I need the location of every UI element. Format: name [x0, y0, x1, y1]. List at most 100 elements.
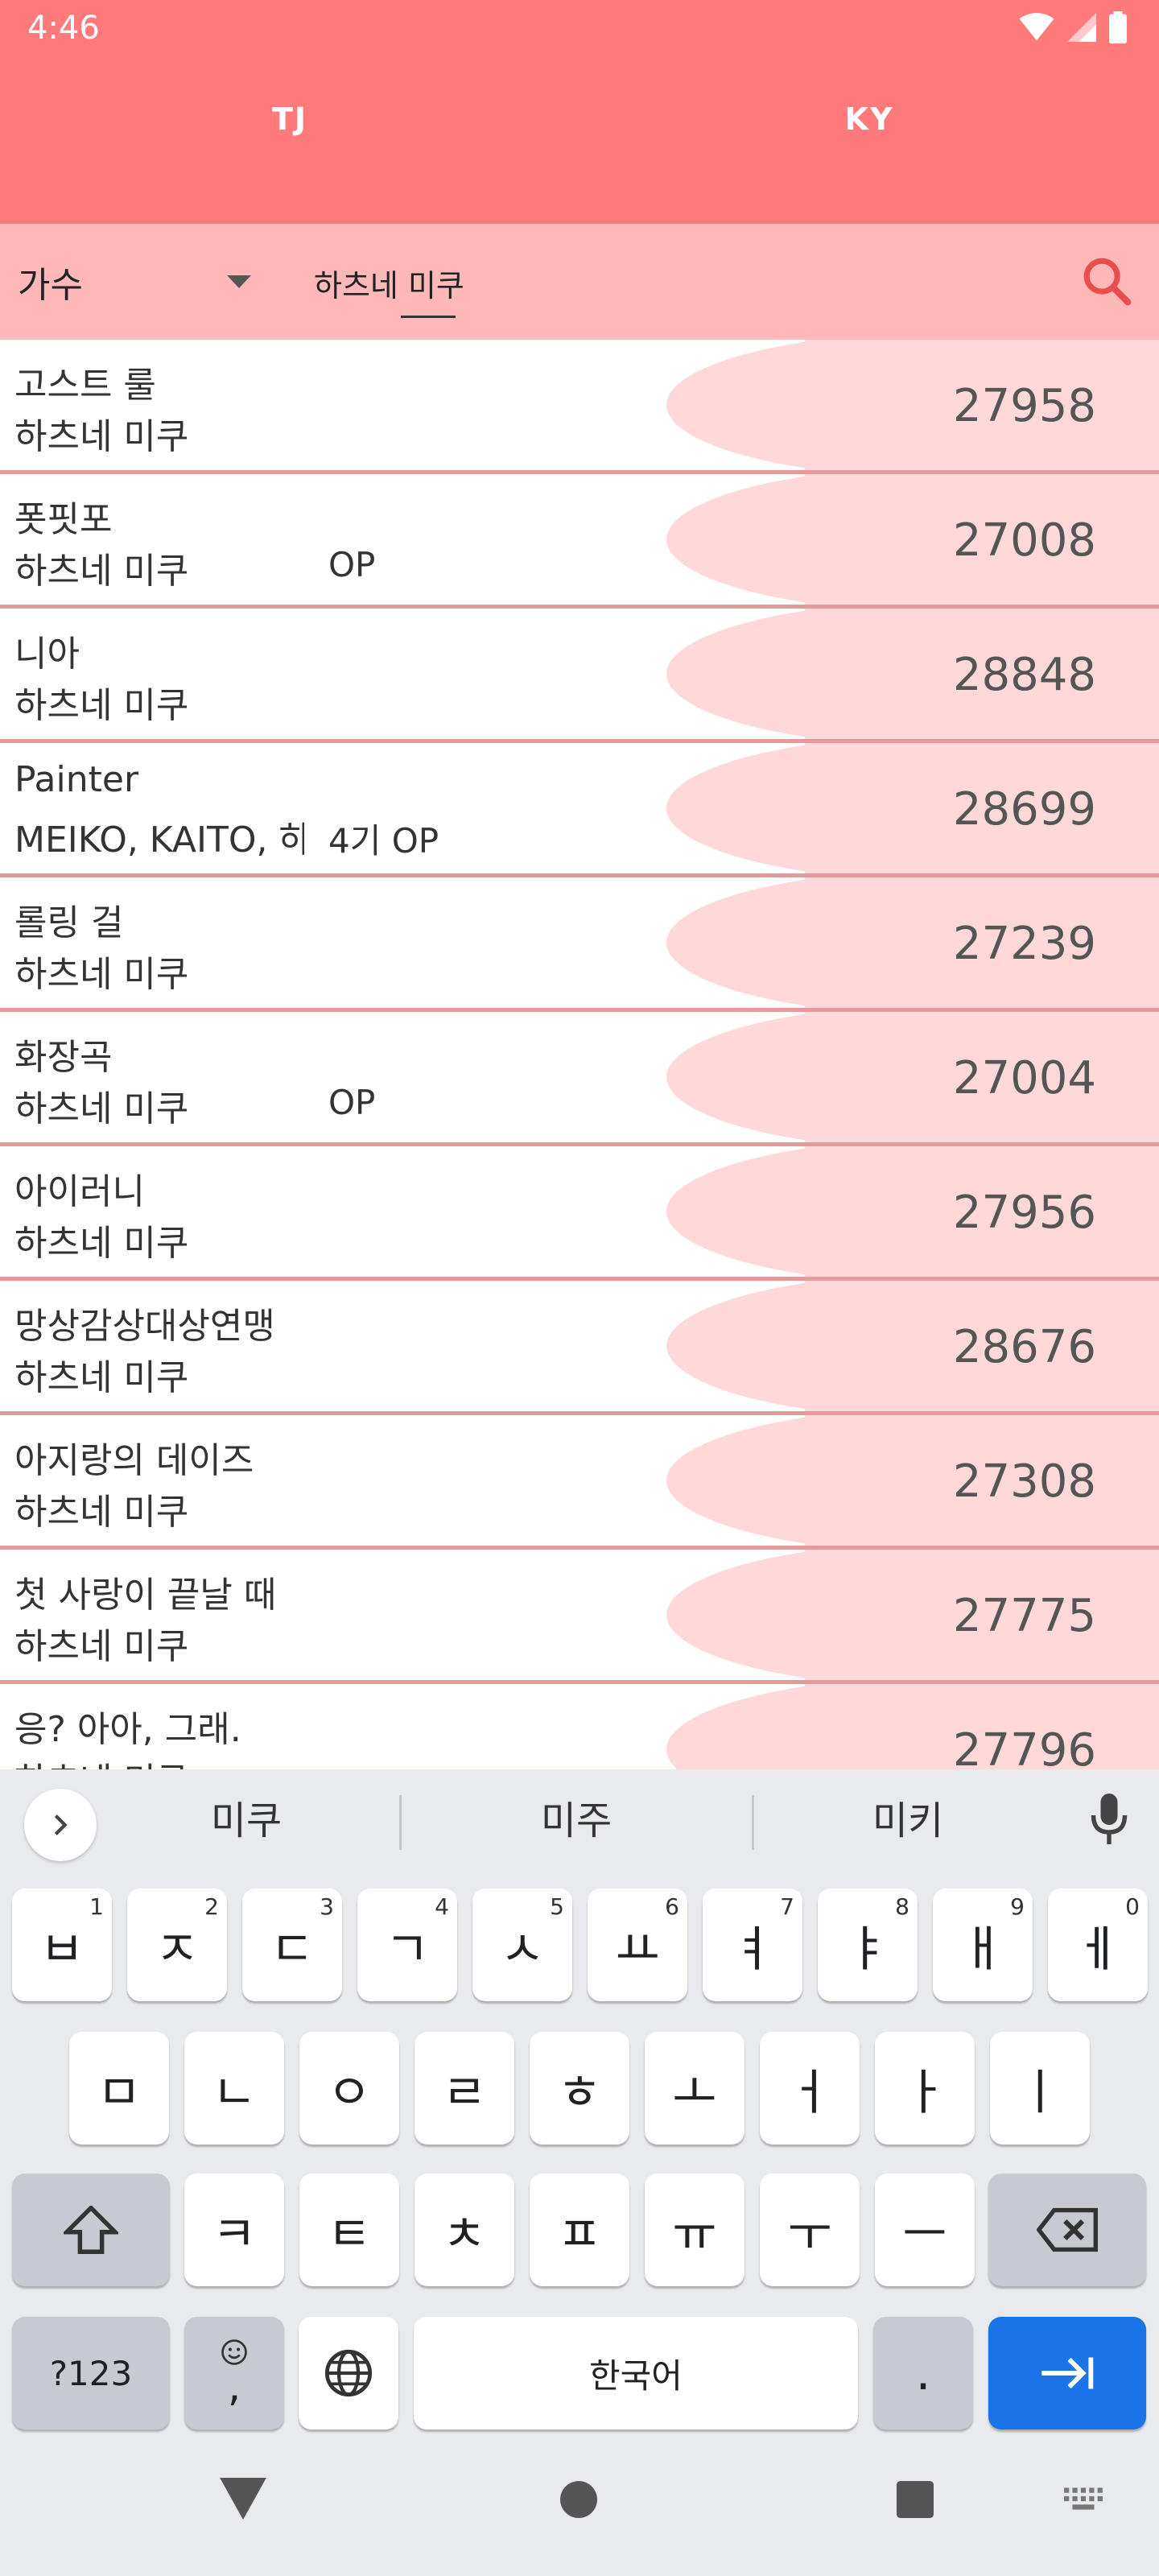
key[interactable]: ㅏ: [875, 2032, 975, 2145]
key-label: ㅕ: [730, 1921, 775, 1978]
key-hint: 5: [550, 1893, 564, 1920]
key[interactable]: ㅜ: [760, 2174, 860, 2286]
number-highlight: [805, 743, 1159, 873]
dropdown-arrow-icon[interactable]: [227, 275, 251, 288]
song-row[interactable]: 아지랑의 데이즈 하츠네 미쿠 27308: [0, 1415, 1159, 1550]
key-label: ㅊ: [442, 2206, 487, 2263]
space-key[interactable]: 한국어: [414, 2317, 858, 2429]
app-header: 4:46 TJ KY: [0, 0, 1159, 224]
key-hint: 9: [1010, 1893, 1025, 1920]
language-key[interactable]: [299, 2317, 398, 2429]
recents-icon[interactable]: [897, 2481, 934, 2518]
number-highlight: [805, 877, 1159, 1008]
song-row[interactable]: 첫 사랑이 끝날 때 하츠네 미쿠 27775: [0, 1550, 1159, 1684]
song-number: 28848: [952, 649, 1096, 701]
song-title: 첫 사랑이 끝날 때: [14, 1575, 277, 1616]
tab-tj[interactable]: TJ: [271, 101, 308, 137]
song-row[interactable]: 폿핏포 하츠네 미쿠 OP 27008: [0, 474, 1159, 609]
composing-underline: [401, 316, 456, 318]
emoji-comma-key[interactable]: ,: [184, 2317, 284, 2429]
key[interactable]: ㅍ: [530, 2174, 629, 2286]
song-artist: 하츠네 미쿠: [14, 1088, 189, 1129]
key[interactable]: ㅠ: [645, 2174, 744, 2286]
key-label: ㅜ: [787, 2206, 832, 2263]
song-number: 27239: [952, 918, 1096, 970]
song-artist: 하츠네 미쿠: [14, 1357, 189, 1398]
key[interactable]: ㅌ: [299, 2174, 399, 2286]
home-icon[interactable]: [560, 2481, 597, 2518]
key[interactable]: ㅡ: [875, 2174, 975, 2286]
search-category-select[interactable]: 가수: [18, 224, 283, 340]
song-list[interactable]: 고스트 룰 하츠네 미쿠 27958 폿핏포 하츠네 미쿠 OP 27008 니아 하츠네 미쿠…: [0, 340, 1159, 1769]
key[interactable]: ㅗ: [645, 2032, 744, 2145]
tab-ky[interactable]: KY: [844, 101, 894, 137]
suggestion-2[interactable]: 미주: [540, 1798, 612, 1843]
microphone-icon[interactable]: [1088, 1794, 1130, 1847]
key[interactable]: ㅊ: [415, 2174, 514, 2286]
song-row[interactable]: 니아 하츠네 미쿠 28848: [0, 609, 1159, 743]
chevron-right-icon: [54, 1814, 68, 1835]
number-highlight: [805, 340, 1159, 470]
song-title: 고스트 룰: [14, 365, 156, 406]
expand-toolbar-button[interactable]: [24, 1789, 97, 1861]
battery-icon: [1109, 11, 1127, 43]
key[interactable]: ㅁ: [69, 2032, 169, 2145]
number-highlight: [805, 1146, 1159, 1277]
suggestion-1[interactable]: 미쿠: [210, 1798, 283, 1843]
soft-keyboard: 미쿠 미주 미키 ㅂ1ㅈ2ㄷ3ㄱ4ㅅ5ㅛ6ㅕ7ㅑ8ㅐ9ㅔ0 ㅁㄴㅇㄹ ㅎ ㅗㅓㅏㅣㅋ ㅌ…: [0, 1769, 1159, 2439]
song-title: 응? 아아, 그래.: [14, 1709, 241, 1750]
key-label: ㄹ: [442, 2064, 487, 2121]
suggestion-3[interactable]: 미키: [872, 1798, 944, 1843]
key-hint: 8: [895, 1893, 909, 1920]
back-icon[interactable]: [219, 2478, 267, 2520]
key-label: ㅏ: [902, 2064, 947, 2121]
status-bar: 4:46: [0, 0, 1159, 58]
backspace-key[interactable]: [988, 2174, 1146, 2286]
key[interactable]: ㄴ: [184, 2032, 284, 2145]
search-input[interactable]: [314, 254, 1038, 311]
key[interactable]: ㅇ: [299, 2032, 399, 2145]
key-label: ㅈ: [155, 1921, 200, 1978]
song-title: 아이러니: [14, 1171, 145, 1212]
search-icon[interactable]: [1079, 253, 1135, 309]
key[interactable]: ㅣ: [990, 2032, 1090, 2145]
song-number: 27958: [952, 380, 1096, 432]
song-row[interactable]: 망상감상대상연맹 하츠네 미쿠 28676: [0, 1281, 1159, 1415]
song-row[interactable]: 고스트 룰 하츠네 미쿠 27958: [0, 340, 1159, 474]
song-title: 롤링 걸: [14, 902, 124, 943]
key-label: ㅌ: [327, 2206, 372, 2263]
symbols-key[interactable]: ?123: [12, 2317, 170, 2429]
song-number: 27308: [952, 1455, 1096, 1508]
key[interactable]: ㅎ: [530, 2032, 629, 2145]
key[interactable]: ㅓ: [760, 2032, 860, 2145]
song-number: 27008: [952, 514, 1096, 567]
number-highlight: [805, 1684, 1159, 1769]
key-label: ㅎ: [557, 2064, 602, 2121]
song-row[interactable]: 응? 아아, 그래. 하츠네 미쿠 27796: [0, 1684, 1159, 1769]
song-row[interactable]: Painter MEIKO, KAITO, 하 4기 OP 28699: [0, 743, 1159, 877]
key[interactable]: ㅋ: [184, 2174, 284, 2286]
song-row[interactable]: 아이러니 하츠네 미쿠 27956: [0, 1146, 1159, 1281]
shift-key[interactable]: [12, 2174, 170, 2286]
key-label: ㅋ: [212, 2206, 257, 2263]
song-row[interactable]: 롤링 걸 하츠네 미쿠 27239: [0, 877, 1159, 1012]
suggestion-divider: [399, 1795, 402, 1850]
key[interactable]: ㄹ: [415, 2032, 514, 2145]
song-artist: 하츠네 미쿠: [14, 551, 189, 592]
key-label: ㅗ: [672, 2064, 717, 2121]
keyboard-switch-icon[interactable]: [1064, 2487, 1104, 2512]
next-key[interactable]: [988, 2317, 1146, 2429]
song-title: 화장곡: [14, 1037, 113, 1078]
song-row[interactable]: 화장곡 하츠네 미쿠 OP 27004: [0, 1012, 1159, 1146]
period-key[interactable]: .: [873, 2317, 973, 2429]
